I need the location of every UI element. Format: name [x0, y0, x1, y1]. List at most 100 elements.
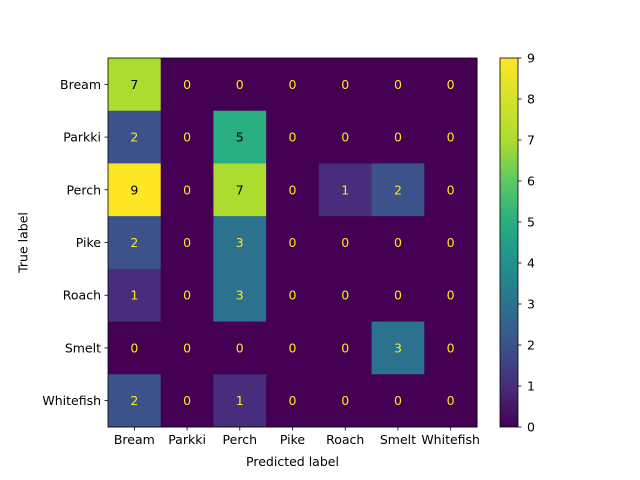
cell-5-1	[160, 321, 214, 375]
cell-value-6-3: 0	[289, 393, 297, 408]
cell-value-4-1: 0	[183, 288, 191, 303]
cell-value-6-2: 1	[236, 393, 244, 408]
x-tick-label: Pike	[280, 432, 306, 447]
cell-1-2	[213, 110, 267, 164]
cell-5-0	[108, 321, 162, 375]
colorbar-tick-label: 7	[527, 133, 535, 148]
colorbar: 0 1 2 3 4 5 6 7 8 9	[499, 51, 535, 435]
cell-value-5-6: 0	[447, 340, 455, 355]
cell-3-6	[424, 216, 478, 270]
cell-value-6-1: 0	[183, 393, 191, 408]
colorbar-tick-label: 5	[527, 215, 535, 230]
matrix-cell-values: 7 0 0 0 0 0 0 2 0 5 0 0 0 0 9 0 7 0 1 2 0 2 0 3 0 0 0 0 1 0 3 0 0 0 0 0 0 0 0 0…	[130, 77, 454, 408]
cell-value-2-6: 0	[447, 182, 455, 197]
cell-4-2	[213, 268, 267, 323]
cell-1-6	[424, 110, 478, 164]
cell-value-4-4: 0	[341, 288, 349, 303]
colorbar-tick-label: 3	[527, 297, 535, 312]
cell-1-4	[318, 110, 373, 164]
y-axis-label: True label	[16, 212, 31, 274]
cell-5-3	[266, 321, 320, 375]
colorbar-tick-label: 9	[527, 51, 535, 66]
colorbar-gradient	[499, 57, 519, 428]
cell-6-2	[213, 374, 267, 428]
colorbar-tick-label: 6	[527, 174, 535, 189]
x-axis-ticks: Bream Parkki Perch Pike Roach Smelt Whitefish	[114, 427, 480, 447]
cell-value-3-3: 0	[289, 235, 297, 250]
cell-value-5-1: 0	[183, 340, 191, 355]
cell-2-2	[213, 163, 267, 217]
cell-4-1	[160, 268, 214, 323]
cell-value-1-4: 0	[341, 130, 349, 145]
cell-6-6	[424, 374, 478, 428]
cell-3-2	[213, 216, 267, 270]
cell-value-6-4: 0	[341, 393, 349, 408]
cell-value-4-2: 3	[236, 288, 244, 303]
cell-value-4-3: 0	[289, 288, 297, 303]
cell-value-0-6: 0	[447, 77, 455, 92]
y-tick-label: Perch	[67, 182, 101, 197]
y-tick-label: Pike	[76, 235, 102, 250]
x-tick-label: Whitefish	[421, 432, 480, 447]
cell-2-4	[318, 163, 373, 217]
x-tick-label: Perch	[223, 432, 257, 447]
cell-value-2-3: 0	[289, 182, 297, 197]
cell-value-5-2: 0	[236, 340, 244, 355]
cell-3-3	[266, 216, 320, 270]
cell-value-4-5: 0	[394, 288, 402, 303]
colorbar-tick-label: 1	[527, 379, 535, 394]
cell-1-0	[108, 110, 162, 164]
cell-5-4	[318, 321, 373, 375]
cell-1-3	[266, 110, 320, 164]
cell-value-3-6: 0	[447, 235, 455, 250]
cell-3-1	[160, 216, 214, 270]
y-tick-label: Whitefish	[42, 393, 101, 408]
cell-2-1	[160, 163, 214, 217]
cell-value-3-0: 2	[130, 235, 138, 250]
cell-value-2-5: 2	[394, 182, 402, 197]
y-tick-label: Smelt	[65, 340, 101, 355]
cell-6-0	[108, 374, 162, 428]
matrix-cells	[108, 58, 478, 428]
cell-2-0	[108, 163, 162, 217]
cell-value-1-0: 2	[130, 130, 138, 145]
cell-value-2-1: 0	[183, 182, 191, 197]
y-tick-label: Roach	[63, 288, 101, 303]
colorbar-tick-label: 4	[527, 256, 535, 271]
cell-value-0-2: 0	[236, 77, 244, 92]
colorbar-tick-label: 0	[527, 420, 535, 435]
cell-0-5	[371, 58, 425, 112]
cell-value-5-0: 0	[130, 340, 138, 355]
cell-3-4	[318, 216, 373, 270]
x-tick-label: Smelt	[380, 432, 416, 447]
cell-4-6	[424, 268, 478, 323]
cell-value-5-3: 0	[289, 340, 297, 355]
cell-value-1-3: 0	[289, 130, 297, 145]
cell-4-5	[371, 268, 425, 323]
y-axis-ticks: Bream Parkki Perch Pike Roach Smelt Whitefish	[42, 77, 108, 408]
cell-5-6	[424, 321, 478, 375]
cell-value-4-6: 0	[447, 288, 455, 303]
cell-value-1-6: 0	[447, 130, 455, 145]
cell-value-2-4: 1	[341, 182, 349, 197]
cell-3-0	[108, 216, 162, 270]
cell-0-4	[318, 58, 373, 112]
cell-value-4-0: 1	[130, 288, 138, 303]
cell-value-3-5: 0	[394, 235, 402, 250]
cell-4-3	[266, 268, 320, 323]
colorbar-tick-label: 8	[527, 92, 535, 107]
x-axis-label: Predicted label	[246, 454, 339, 469]
cell-value-5-4: 0	[341, 340, 349, 355]
cell-1-1	[160, 110, 214, 164]
cell-value-0-1: 0	[183, 77, 191, 92]
cell-value-1-1: 0	[183, 130, 191, 145]
cell-3-5	[371, 216, 425, 270]
cell-6-3	[266, 374, 320, 428]
colorbar-tick-label: 2	[527, 338, 535, 353]
cell-value-6-5: 0	[394, 393, 402, 408]
cell-5-2	[213, 321, 267, 375]
cell-1-5	[371, 110, 425, 164]
y-tick-label: Parkki	[63, 130, 101, 145]
cell-value-3-4: 0	[341, 235, 349, 250]
